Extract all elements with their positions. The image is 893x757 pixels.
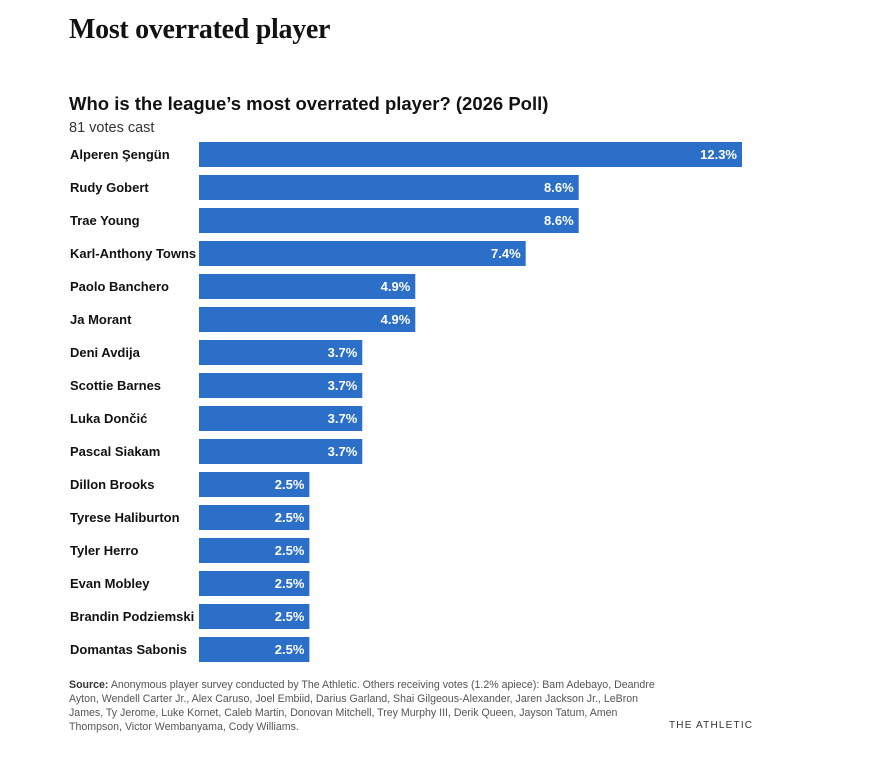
bar — [199, 571, 310, 596]
bar — [199, 472, 310, 497]
bar-value-label: 2.5% — [275, 642, 305, 657]
bar-value-label: 7.4% — [491, 246, 521, 261]
bar-value-label: 3.7% — [328, 411, 358, 426]
source-note: Source: Anonymous player survey conducte… — [69, 678, 669, 734]
category-label: Karl-Anthony Towns — [70, 246, 196, 261]
category-label: Ja Morant — [70, 312, 132, 327]
category-label: Scottie Barnes — [70, 378, 161, 393]
bar — [199, 307, 416, 332]
source-text: Anonymous player survey conducted by The… — [69, 679, 655, 733]
bar — [199, 637, 310, 662]
source-label: Source: — [69, 679, 109, 691]
bar-value-label: 8.6% — [544, 180, 574, 195]
bar — [199, 538, 310, 563]
bar-value-label: 12.3% — [700, 147, 737, 162]
category-label: Paolo Banchero — [70, 279, 169, 294]
bar — [199, 340, 363, 365]
category-label: Domantas Sabonis — [70, 642, 187, 657]
bar-value-label: 2.5% — [275, 477, 305, 492]
bar-value-label: 3.7% — [328, 345, 358, 360]
bar-value-label: 2.5% — [275, 543, 305, 558]
page-heading: Most overrated player — [69, 14, 331, 45]
bar-value-label: 2.5% — [275, 576, 305, 591]
bar-value-label: 4.9% — [381, 279, 411, 294]
category-label: Pascal Siakam — [70, 444, 160, 459]
bar — [199, 604, 310, 629]
bar — [199, 373, 363, 398]
bar — [199, 439, 363, 464]
bar — [199, 274, 416, 299]
category-label: Dillon Brooks — [70, 477, 155, 492]
bar — [199, 406, 363, 431]
chart-title: Who is the league’s most overrated playe… — [69, 93, 549, 114]
bar — [199, 241, 526, 266]
category-label: Tyler Herro — [70, 543, 138, 558]
bar-value-label: 4.9% — [381, 312, 411, 327]
category-label: Luka Dončić — [70, 411, 147, 426]
category-label: Evan Mobley — [70, 576, 150, 591]
chart-subtitle: 81 votes cast — [69, 120, 155, 136]
category-label: Trae Young — [70, 213, 140, 228]
brand-wordmark: THE ATHLETIC — [669, 720, 754, 731]
bar — [199, 208, 579, 233]
bar — [199, 505, 310, 530]
bar — [199, 142, 742, 167]
category-label: Tyrese Haliburton — [70, 510, 180, 525]
bar — [199, 175, 579, 200]
bar-chart: Alperen Şengün 12.3% Rudy Gobert 8.6% Trae Y… — [70, 142, 742, 662]
category-label: Brandin Podziemski — [70, 609, 194, 624]
bar-value-label: 2.5% — [275, 510, 305, 525]
category-label: Deni Avdija — [70, 345, 141, 360]
bar-value-label: 3.7% — [328, 444, 358, 459]
bar-value-label: 3.7% — [328, 378, 358, 393]
bar-value-label: 8.6% — [544, 213, 574, 228]
bar-value-label: 2.5% — [275, 609, 305, 624]
category-label: Alperen Şengün — [70, 147, 170, 162]
category-label: Rudy Gobert — [70, 180, 149, 195]
